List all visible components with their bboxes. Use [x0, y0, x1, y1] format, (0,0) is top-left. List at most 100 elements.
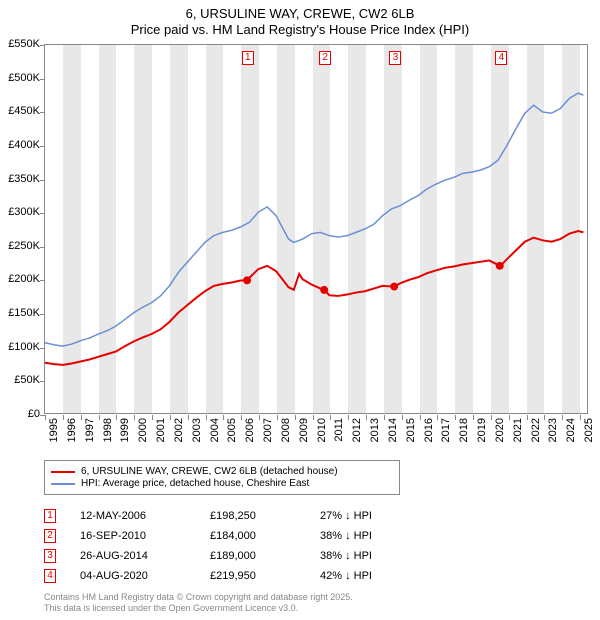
x-tick-label: 2010: [316, 418, 328, 452]
legend-label: HPI: Average price, detached house, Ches…: [81, 478, 309, 489]
x-tick-mark: [188, 415, 189, 420]
legend: 6, URSULINE WAY, CREWE, CW2 6LB (detache…: [44, 460, 400, 495]
x-tick-label: 2000: [137, 418, 149, 452]
x-tick-mark: [562, 415, 563, 420]
x-tick-label: 1999: [119, 418, 131, 452]
sales-table: 1 12-MAY-2006£198,25027% ↓ HPI 216-SEP-201…: [44, 506, 420, 586]
x-tick-label: 2014: [387, 418, 399, 452]
legend-swatch: [51, 483, 75, 485]
footer: Contains HM Land Registry data © Crown c…: [44, 592, 353, 614]
table-row: 4 04-AUG-2020£219,95042% ↓ HPI: [44, 566, 420, 586]
y-tick-mark: [40, 45, 45, 46]
y-tick-label: £450K: [2, 105, 40, 117]
row-pct: 42% ↓ HPI: [320, 570, 420, 582]
row-pct: 38% ↓ HPI: [320, 550, 420, 562]
sale-marker-label: 4: [495, 51, 507, 65]
x-tick-mark: [580, 415, 581, 420]
row-pct: 38% ↓ HPI: [320, 530, 420, 542]
y-tick-label: £100K: [2, 341, 40, 353]
row-date: 12-MAY-2006: [80, 510, 210, 522]
y-tick-label: £300K: [2, 206, 40, 218]
sale-point: [390, 283, 398, 291]
y-tick-mark: [40, 146, 45, 147]
row-date: 26-AUG-2014: [80, 550, 210, 562]
x-tick-label: 2006: [244, 418, 256, 452]
x-tick-label: 2001: [155, 418, 167, 452]
x-tick-mark: [384, 415, 385, 420]
row-marker: 2: [44, 529, 56, 543]
x-tick-label: 2003: [191, 418, 203, 452]
y-tick-mark: [40, 247, 45, 248]
chart-container: 6, URSULINE WAY, CREWE, CW2 6LB Price pa…: [0, 0, 600, 620]
sale-point: [320, 286, 328, 294]
x-tick-label: 1995: [48, 418, 60, 452]
x-tick-mark: [152, 415, 153, 420]
x-tick-label: 2018: [458, 418, 470, 452]
legend-label: 6, URSULINE WAY, CREWE, CW2 6LB (detache…: [81, 466, 338, 477]
legend-item: HPI: Average price, detached house, Ches…: [51, 478, 393, 489]
x-tick-mark: [277, 415, 278, 420]
y-tick-mark: [40, 348, 45, 349]
series-line: [45, 231, 583, 365]
x-tick-mark: [223, 415, 224, 420]
y-tick-mark: [40, 280, 45, 281]
chart-title: 6, URSULINE WAY, CREWE, CW2 6LB: [0, 0, 600, 21]
x-tick-mark: [527, 415, 528, 420]
x-tick-mark: [544, 415, 545, 420]
x-tick-label: 2004: [209, 418, 221, 452]
x-tick-label: 2020: [494, 418, 506, 452]
y-tick-mark: [40, 381, 45, 382]
y-tick-mark: [40, 314, 45, 315]
table-row: 216-SEP-2010£184,00038% ↓ HPI: [44, 526, 420, 546]
x-tick-label: 2022: [530, 418, 542, 452]
x-tick-label: 2007: [262, 418, 274, 452]
x-tick-label: 2002: [173, 418, 185, 452]
x-tick-mark: [45, 415, 46, 420]
x-tick-mark: [455, 415, 456, 420]
y-tick-label: £400K: [2, 139, 40, 151]
x-tick-label: 2019: [476, 418, 488, 452]
x-tick-mark: [420, 415, 421, 420]
x-tick-label: 2025: [583, 418, 595, 452]
x-tick-mark: [81, 415, 82, 420]
x-tick-label: 2023: [547, 418, 559, 452]
y-tick-label: £350K: [2, 173, 40, 185]
y-tick-label: £0: [2, 408, 40, 420]
legend-item: 6, URSULINE WAY, CREWE, CW2 6LB (detache…: [51, 466, 393, 477]
x-tick-mark: [313, 415, 314, 420]
x-tick-label: 2015: [405, 418, 417, 452]
x-tick-label: 2013: [369, 418, 381, 452]
y-tick-mark: [40, 180, 45, 181]
x-tick-label: 1998: [102, 418, 114, 452]
x-tick-label: 2009: [298, 418, 310, 452]
chart-subtitle: Price paid vs. HM Land Registry's House …: [0, 22, 600, 37]
y-tick-mark: [40, 112, 45, 113]
row-marker: 1: [44, 509, 56, 523]
x-tick-label: 2021: [512, 418, 524, 452]
x-tick-label: 2005: [226, 418, 238, 452]
x-tick-mark: [402, 415, 403, 420]
x-tick-label: 2012: [351, 418, 363, 452]
x-tick-label: 2008: [280, 418, 292, 452]
row-price: £184,000: [210, 530, 320, 542]
table-row: 326-AUG-2014£189,00038% ↓ HPI: [44, 546, 420, 566]
x-tick-label: 2016: [423, 418, 435, 452]
row-pct: 27% ↓ HPI: [320, 510, 420, 522]
row-price: £198,250: [210, 510, 320, 522]
y-tick-label: £500K: [2, 72, 40, 84]
chart-svg: [45, 45, 587, 413]
row-date: 04-AUG-2020: [80, 570, 210, 582]
x-tick-mark: [99, 415, 100, 420]
row-marker: 4: [44, 569, 56, 583]
x-tick-mark: [491, 415, 492, 420]
x-tick-mark: [259, 415, 260, 420]
table-row: 1 12-MAY-2006£198,25027% ↓ HPI: [44, 506, 420, 526]
sale-point: [243, 276, 251, 284]
y-tick-label: £200K: [2, 273, 40, 285]
sale-point: [496, 262, 504, 270]
y-tick-mark: [40, 79, 45, 80]
y-tick-label: £250K: [2, 240, 40, 252]
sale-marker-label: 1: [242, 51, 254, 65]
x-tick-label: 2017: [440, 418, 452, 452]
row-price: £219,950: [210, 570, 320, 582]
